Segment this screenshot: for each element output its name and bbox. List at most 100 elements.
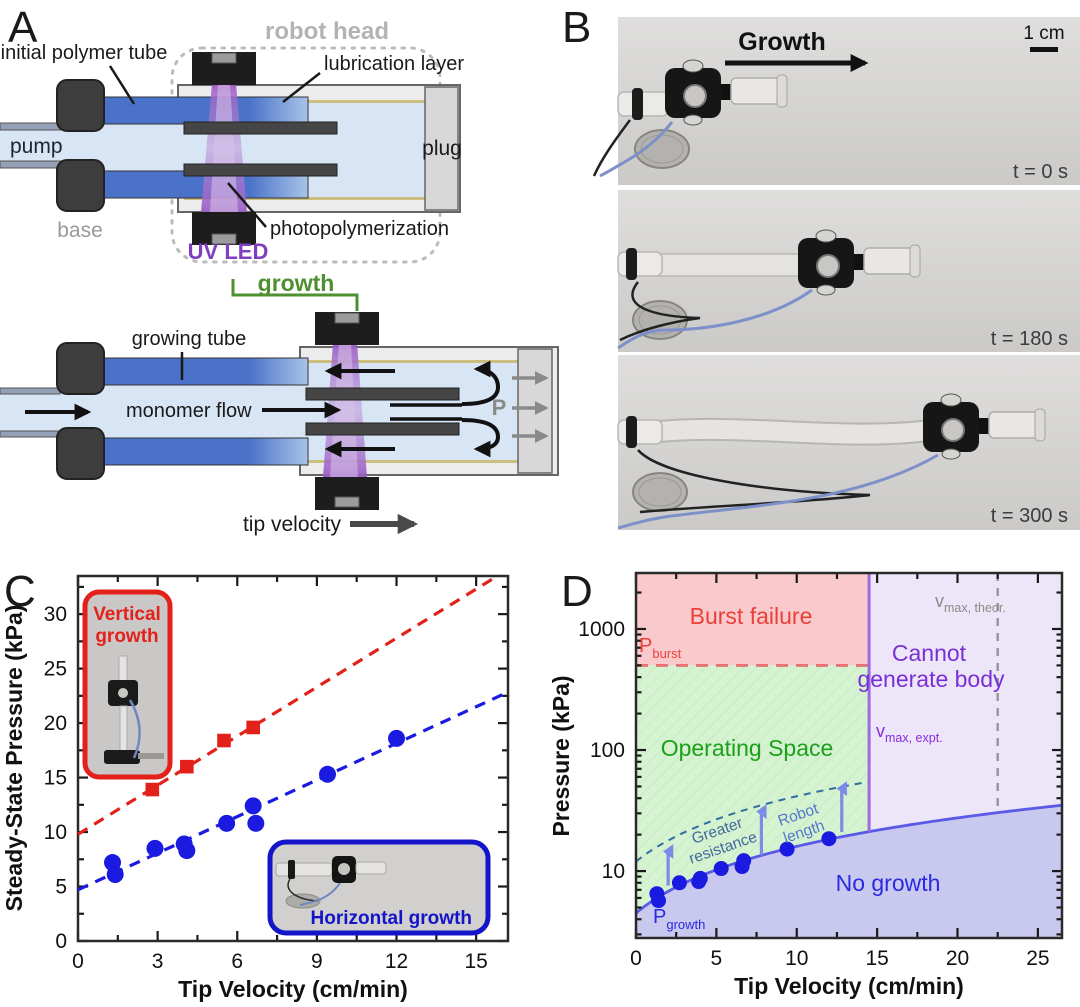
data-point-circle <box>247 814 265 832</box>
data-point-circle <box>713 861 729 877</box>
grown-tube <box>654 253 804 277</box>
annotation-p-burst: Pburst <box>639 635 682 661</box>
resistance-curve <box>635 780 870 863</box>
plot-frame <box>76 574 510 943</box>
region-burst-failure <box>636 573 870 666</box>
data-point-circle <box>218 814 236 832</box>
region-label-cannot-1: Cannot <box>892 640 967 666</box>
d-x-axis-title: Tip Velocity (cm/min) <box>734 973 964 999</box>
scale-bar <box>1030 47 1058 52</box>
chart-d-plot: 0 5 10 15 20 25 10 100 1000 <box>578 571 1064 970</box>
region-no-growth <box>636 805 1062 938</box>
robot-head-photo <box>798 229 921 296</box>
data-point-circle <box>651 893 667 909</box>
tick-label: 10 <box>44 821 67 844</box>
coin <box>632 472 688 512</box>
label-robot-head: robot head <box>265 18 389 45</box>
inner-bar <box>183 121 338 135</box>
tick-label: 10 <box>602 860 625 883</box>
scale-bar-label: 1 cm <box>1023 23 1064 44</box>
time-label-1: t = 0 s <box>1013 161 1068 183</box>
data-point-square <box>180 759 194 774</box>
annotation-p-growth: Pgrowth <box>653 906 705 932</box>
time-label-3: t = 300 s <box>991 505 1068 527</box>
photo-frame-2: t = 180 s <box>617 190 1080 352</box>
black-wire <box>592 119 632 177</box>
label-plug: plug <box>422 137 462 160</box>
panel-label-a: A <box>8 3 38 52</box>
label-growth-photo: Growth <box>738 28 826 56</box>
black-wire <box>619 281 701 342</box>
tick-label: 25 <box>1026 947 1049 970</box>
polymer-tube-wall <box>95 96 309 125</box>
label-photopolymerization: photopolymerization <box>270 218 449 240</box>
fit-line <box>77 690 509 892</box>
tick-label: 0 <box>630 947 642 970</box>
data-point-square <box>246 720 260 735</box>
tick-label: 6 <box>231 950 243 973</box>
label-lubrication-layer: lubrication layer <box>324 53 464 75</box>
tick-label: 0 <box>55 930 67 953</box>
inset-vertical-growth: Vertical growth <box>82 589 173 780</box>
grown-tube <box>654 419 927 444</box>
panel-d-chart: D 0 5 10 15 20 25 10 100 1000 Burst failure Cann… <box>548 567 1064 999</box>
label-tip-velocity: tip velocity <box>243 513 342 536</box>
growth-bracket <box>231 279 359 311</box>
tick-label: 5 <box>55 876 67 899</box>
data-point-circle <box>736 853 752 869</box>
data-point-square <box>145 782 160 797</box>
d-y-axis-title: Pressure (kPa) <box>548 675 574 836</box>
robot-head-photo <box>923 393 1046 460</box>
label-monomer-flow: monomer flow <box>126 400 252 422</box>
region-label-operating-space: Operating Space <box>661 735 834 761</box>
blue-wire <box>617 288 813 350</box>
photo-frame-1: Growth 1 cm t = 0 s <box>592 17 1080 185</box>
c-y-axis-title: Steady-State Pressure (kPa) <box>1 605 27 912</box>
blue-wire <box>599 121 674 178</box>
data-point-circle <box>779 841 795 857</box>
inset-vertical-label-2: growth <box>95 626 158 647</box>
growing-tube-wall <box>95 357 309 386</box>
tick-label: 0 <box>72 950 84 973</box>
data-point-circle <box>319 765 337 783</box>
tick-label: 25 <box>44 658 67 681</box>
annotation-v-max-expt: vmax, expt. <box>876 721 943 745</box>
tick-label: 12 <box>385 950 408 973</box>
blue-wire <box>617 453 939 530</box>
photo-frame-3: t = 300 s <box>617 355 1080 530</box>
plot-frame <box>634 571 1064 940</box>
data-point-circle <box>692 870 708 886</box>
panel-label-b: B <box>562 3 591 52</box>
tick-label: 100 <box>590 739 625 762</box>
panel-label-c: C <box>4 567 36 616</box>
panel-a-diagram: A initial polym <box>0 3 559 536</box>
data-point-circle <box>146 839 164 857</box>
inset-horizontal-label: Horizontal growth <box>311 908 472 929</box>
label-pump: pump <box>10 135 63 158</box>
black-wire <box>637 449 871 514</box>
data-point-circle <box>388 729 406 747</box>
time-label-2: t = 180 s <box>991 328 1068 350</box>
label-uv-led: UV LED <box>188 239 269 264</box>
data-point-circle <box>106 866 124 884</box>
panel-c-chart: C 0 3 6 9 12 15 0 5 10 15 20 25 30 Vertical growth <box>1 567 510 1002</box>
data-point-circle <box>821 831 837 847</box>
coin <box>634 129 690 169</box>
base-block <box>56 79 105 132</box>
tick-label: 15 <box>44 767 67 790</box>
inset-horizontal-growth: Horizontal growth <box>267 839 491 936</box>
tick-label: 15 <box>464 950 487 973</box>
label-pressure: P <box>492 395 507 420</box>
growth-boundary-curve <box>635 803 1063 915</box>
plug-block <box>424 86 459 211</box>
tick-label: 20 <box>44 712 67 735</box>
label-growth: growth <box>258 270 335 296</box>
region-label-cannot-2: generate body <box>857 666 1005 692</box>
chart-c-plot: 0 3 6 9 12 15 0 5 10 15 20 25 30 <box>44 574 510 973</box>
data-point-circle <box>671 875 687 891</box>
tick-label: 3 <box>152 950 164 973</box>
annotation-v-max-theor: vmax, theor. <box>935 591 1006 615</box>
data-point-circle <box>178 842 196 860</box>
label-growing-tube: growing tube <box>132 328 247 350</box>
